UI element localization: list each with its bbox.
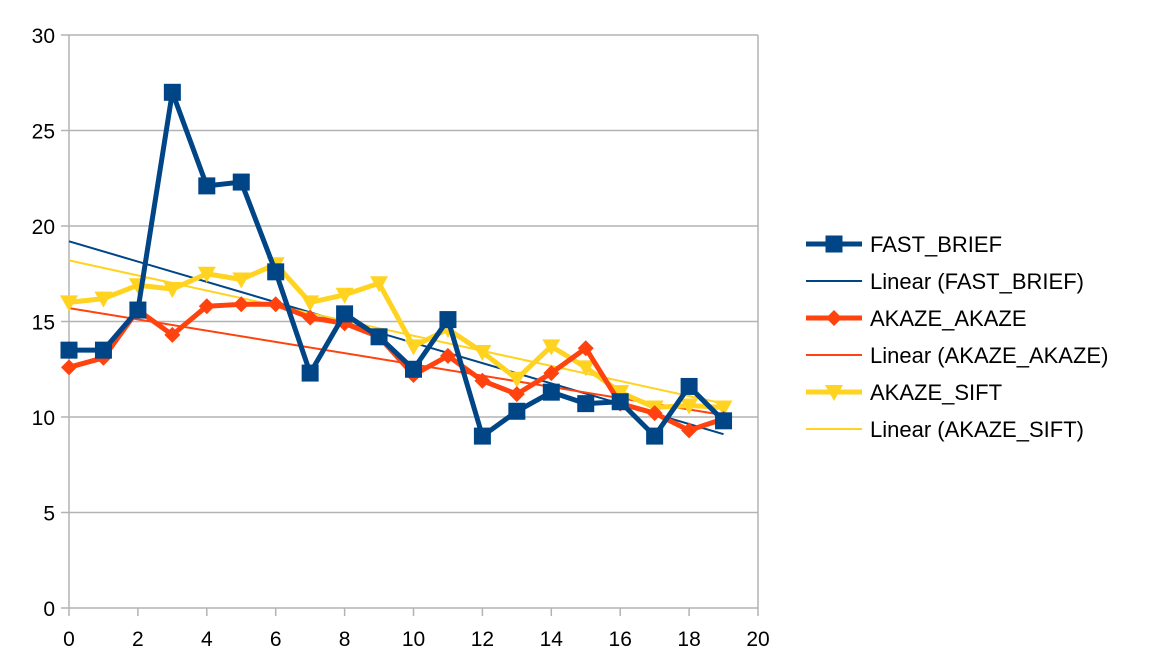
data-point — [404, 339, 423, 356]
series-line-fast_brief — [69, 89, 726, 439]
x-tick-label: 14 — [540, 628, 564, 651]
data-point — [611, 393, 629, 411]
legend-trend-label: Linear (AKAZE_SIFT) — [870, 417, 1084, 442]
data-point — [508, 386, 525, 403]
data-point — [267, 263, 285, 281]
x-tick-label: 2 — [132, 628, 144, 651]
data-point — [370, 276, 389, 293]
data-point — [473, 345, 492, 362]
x-tick-label: 6 — [270, 628, 282, 651]
data-point — [94, 291, 113, 308]
x-tick-label: 12 — [471, 628, 494, 651]
data-point — [267, 296, 284, 313]
tick-labels: 0 5 10 15 20 25 30 0 2 4 6 8 10 12 14 16 18 20 — [32, 25, 770, 651]
legend-marker — [825, 235, 843, 253]
y-tick-label: 15 — [32, 312, 55, 335]
data-point — [164, 326, 181, 343]
data-point — [680, 398, 699, 415]
data-point — [198, 298, 215, 315]
data-point — [335, 287, 354, 304]
data-point — [507, 371, 526, 388]
y-tick-label: 25 — [32, 121, 55, 144]
data-point — [233, 296, 250, 313]
legend-label: AKAZE_AKAZE — [870, 306, 1027, 331]
legend-label: FAST_BRIEF — [870, 232, 1002, 257]
data-point — [232, 272, 251, 289]
data-point — [370, 328, 388, 346]
legend-marker — [826, 310, 842, 326]
data-point — [715, 412, 733, 430]
data-point — [439, 347, 456, 364]
legend-marker — [825, 385, 843, 401]
y-tick-label: 0 — [43, 598, 55, 621]
y-tick-label: 30 — [32, 25, 55, 48]
data-point — [542, 383, 560, 401]
x-tick-label: 10 — [402, 628, 425, 651]
data-point — [301, 295, 320, 312]
data-point — [646, 427, 664, 445]
data-point — [232, 173, 250, 191]
x-tick-label: 16 — [609, 628, 632, 651]
x-tick-label: 18 — [677, 628, 700, 651]
legend-trend-label: Linear (FAST_BRIEF) — [870, 269, 1084, 294]
x-tick-label: 4 — [201, 628, 213, 651]
y-tick-label: 5 — [43, 503, 55, 526]
data-point — [198, 177, 216, 195]
axes — [61, 34, 759, 616]
data-point — [197, 266, 216, 283]
data-point — [714, 400, 733, 417]
x-tick-label: 8 — [339, 628, 351, 651]
data-point — [680, 377, 698, 395]
data-point — [542, 339, 561, 356]
data-point — [302, 309, 319, 326]
data-point — [60, 341, 78, 359]
series-lines — [60, 83, 733, 445]
data-point — [336, 305, 354, 323]
data-point — [543, 365, 560, 382]
data-point — [474, 372, 491, 389]
legend-label: AKAZE_SIFT — [870, 380, 1002, 405]
data-point — [473, 427, 491, 445]
data-point — [439, 311, 457, 329]
data-point — [611, 385, 630, 402]
x-tick-label: 0 — [63, 628, 75, 651]
y-tick-label: 10 — [32, 407, 55, 430]
data-point — [60, 295, 78, 312]
legend-trend-label: Linear (AKAZE_AKAZE) — [870, 343, 1108, 368]
data-point — [405, 360, 422, 378]
data-point — [94, 341, 112, 359]
data-point — [61, 359, 77, 376]
data-point — [129, 301, 147, 319]
y-tick-label: 20 — [32, 216, 55, 239]
x-tick-label: 20 — [746, 628, 769, 651]
data-point — [681, 422, 698, 439]
data-point — [646, 405, 663, 422]
data-point — [576, 360, 595, 377]
data-point — [508, 402, 526, 420]
data-point — [163, 282, 182, 299]
data-point — [577, 340, 594, 357]
data-point — [577, 395, 595, 413]
data-point — [163, 83, 181, 101]
data-point — [301, 364, 319, 382]
legend: FAST_BRIEF Linear (FAST_BRIEF) AKAZE_AKAZE… — [806, 232, 1108, 442]
